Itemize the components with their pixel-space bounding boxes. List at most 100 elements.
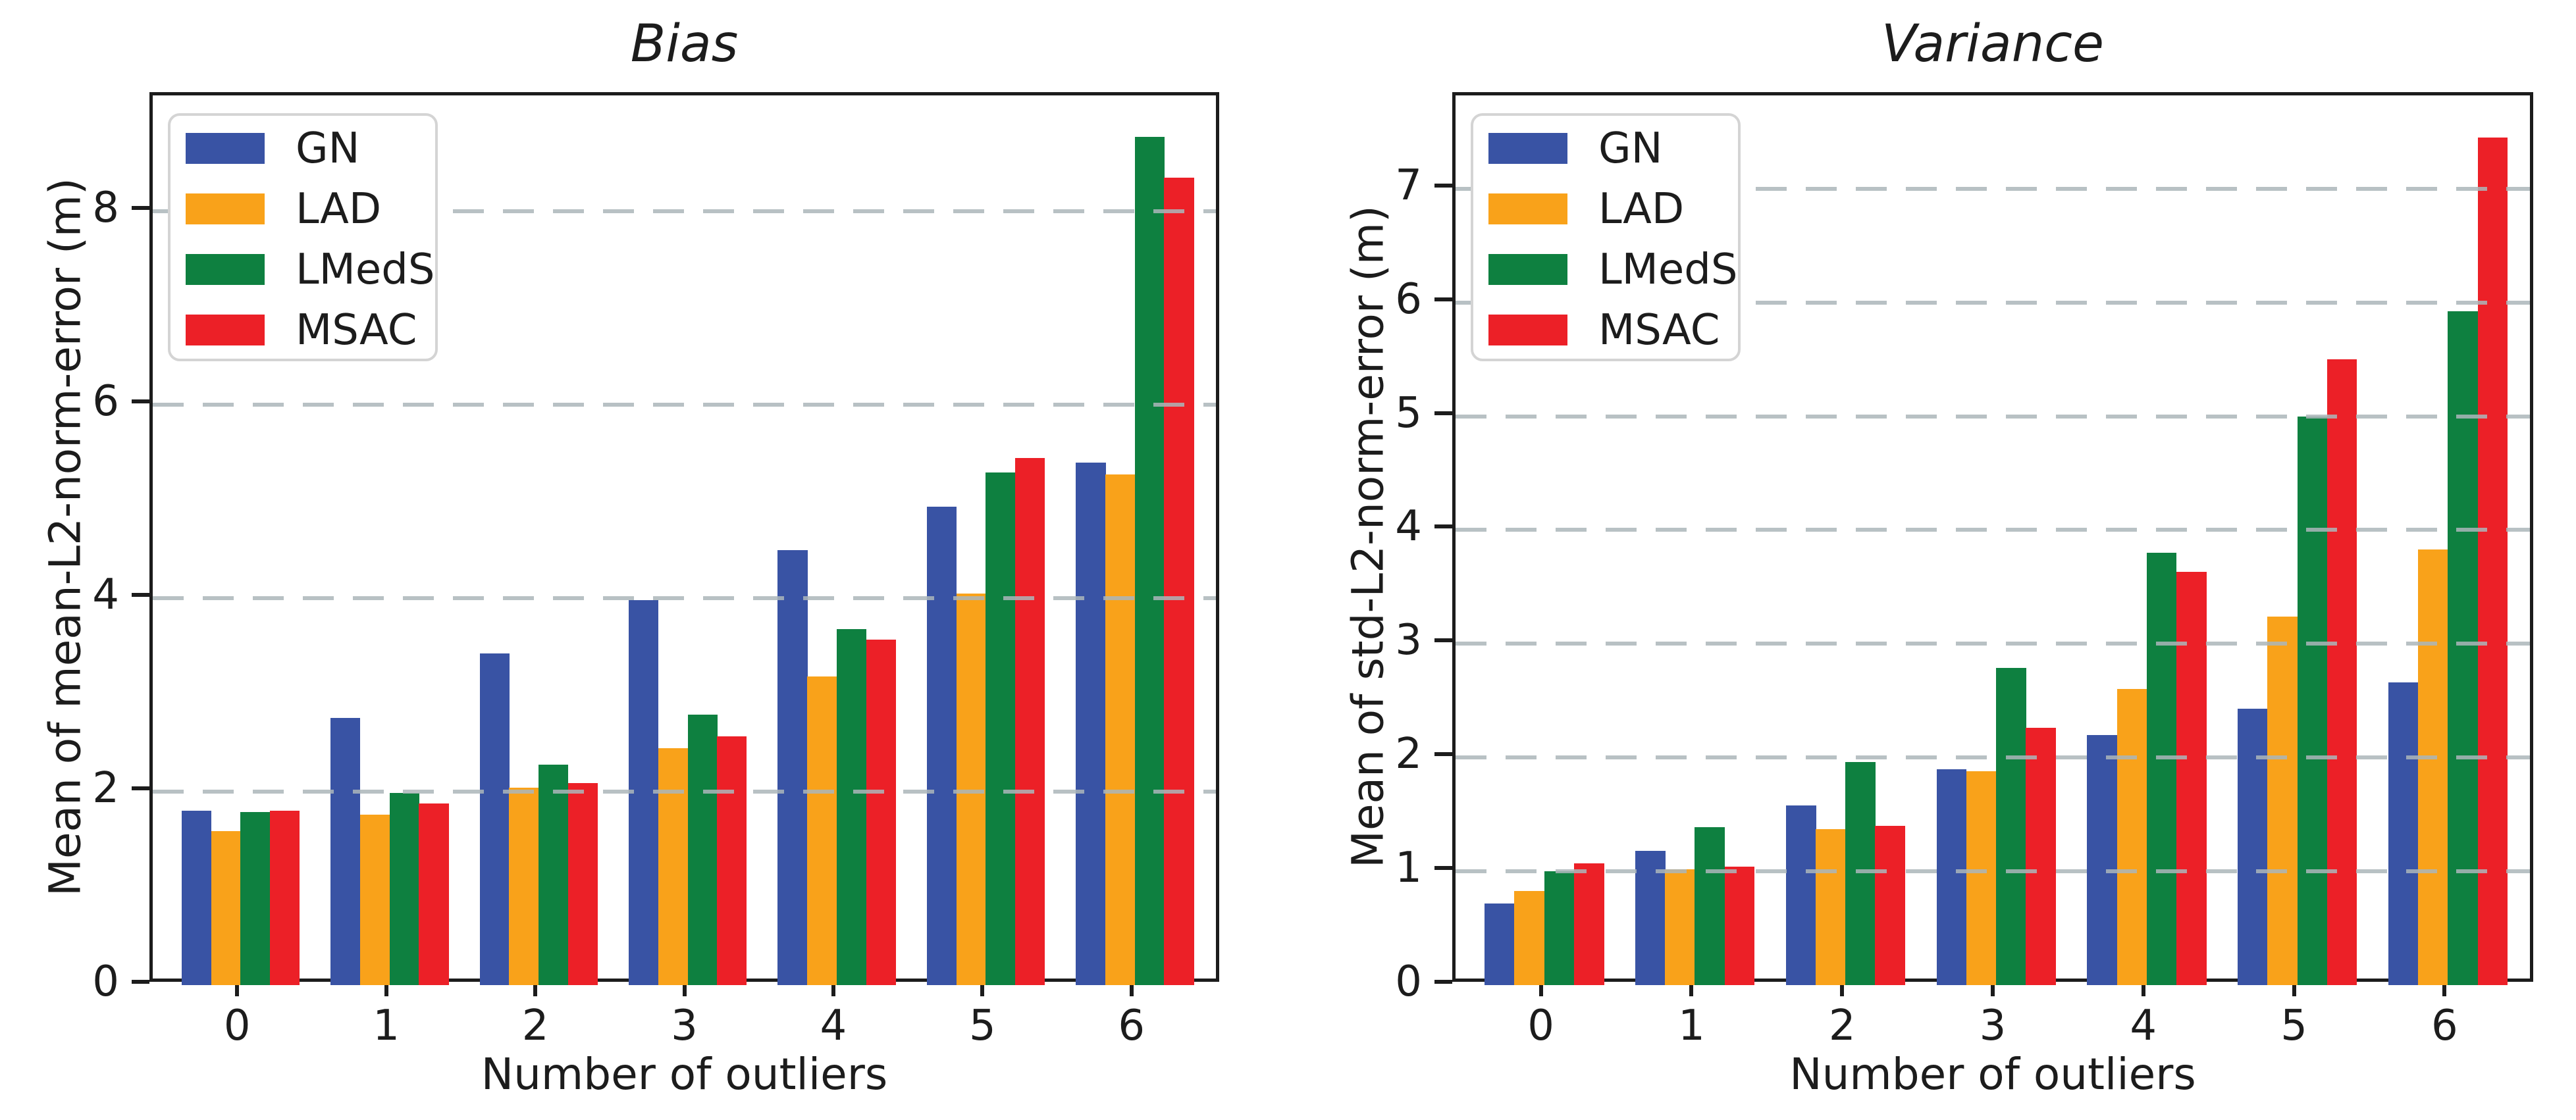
legend-item-lad: LAD (186, 188, 435, 230)
gridline (1456, 300, 2530, 305)
gridline (153, 790, 1216, 794)
y-tick-label: 2 (1395, 730, 1422, 779)
x-tick-mark (682, 982, 687, 996)
gn-bar-x3 (1936, 769, 1967, 985)
gn-bar-x5 (926, 506, 957, 985)
lad-swatch-icon (186, 193, 265, 224)
x-tick-mark (1129, 982, 1134, 996)
gn-bar-x0 (1485, 903, 1515, 985)
y-tick-mark (1434, 297, 1452, 301)
gn-swatch-icon (1488, 133, 1567, 164)
y-tick-mark (1434, 752, 1452, 757)
x-tick-mark (831, 982, 835, 996)
x-tick-mark (2141, 982, 2145, 996)
y-tick-label: 3 (1395, 616, 1422, 665)
lad-bar-x2 (1816, 829, 1846, 985)
gn-bar-x6 (2388, 682, 2419, 985)
lad-bar-x2 (509, 788, 539, 985)
msac-swatch-icon (186, 315, 265, 345)
legend-label: GN (1598, 124, 1663, 173)
gn-bar-x2 (1785, 805, 1816, 985)
y-tick-label: 6 (92, 377, 119, 426)
plot-title: Variance (1881, 14, 2104, 74)
lad-bar-x0 (1514, 890, 1545, 985)
lad-bar-x6 (1105, 474, 1136, 985)
msac-bar-x1 (1724, 867, 1755, 985)
x-tick-label: 5 (2280, 1002, 2307, 1050)
legend-box: GN LAD LMedS MSAC (168, 113, 438, 361)
lmeds-swatch-icon (186, 254, 265, 285)
x-tick-label: 5 (968, 1002, 996, 1050)
y-tick-mark (132, 399, 149, 404)
msac-swatch-icon (1488, 315, 1567, 345)
x-tick-mark (980, 982, 985, 996)
x-axis-label: Number of outliers (1789, 1049, 2196, 1100)
y-tick-mark (1434, 183, 1452, 188)
legend-label: LAD (1598, 184, 1685, 234)
gridline (1456, 186, 2530, 191)
gridline (1456, 755, 2530, 760)
gridline (153, 209, 1216, 214)
x-tick-label: 3 (671, 1002, 698, 1050)
lad-bar-x5 (956, 593, 986, 985)
x-tick-mark (1991, 982, 1995, 996)
lmeds-swatch-icon (1488, 254, 1567, 285)
y-tick-mark (132, 206, 149, 211)
x-tick-mark (1538, 982, 1543, 996)
legend-box: GN LAD LMedS MSAC (1471, 113, 1741, 361)
legend-item-gn: GN (186, 128, 435, 170)
msac-bar-x4 (2176, 572, 2207, 985)
lmeds-bar-x6 (1134, 137, 1165, 985)
x-tick-mark (2292, 982, 2296, 996)
y-tick-mark (132, 593, 149, 598)
y-tick-mark (132, 980, 149, 984)
lmeds-bar-x0 (1544, 871, 1575, 985)
msac-bar-x1 (419, 803, 449, 985)
variance-panel: Variance Mean of std-L2-norm-error (m) N… (1343, 14, 2533, 1100)
gn-bar-x4 (777, 549, 808, 985)
msac-bar-x5 (2326, 359, 2357, 985)
lmeds-bar-x0 (240, 811, 271, 985)
lmeds-bar-x6 (2448, 311, 2479, 985)
x-tick-label: 3 (1979, 1002, 2007, 1050)
legend-label: LMedS (296, 245, 435, 294)
y-tick-mark (1434, 524, 1452, 529)
lad-bar-x3 (1966, 771, 1997, 985)
y-tick-label: 4 (1395, 502, 1422, 551)
y-tick-mark (1434, 638, 1452, 643)
y-tick-label: 0 (92, 957, 119, 1006)
legend-item-lmeds: LMedS (186, 249, 435, 291)
lmeds-bar-x3 (1996, 667, 2026, 985)
lad-bar-x4 (807, 676, 837, 985)
x-tick-mark (1689, 982, 1694, 996)
lmeds-bar-x4 (836, 629, 867, 985)
lad-bar-x5 (2267, 616, 2298, 985)
x-tick-label: 2 (1828, 1002, 1856, 1050)
gridline (1456, 642, 2530, 646)
legend-item-lad: LAD (1488, 188, 1738, 230)
x-tick-mark (533, 982, 538, 996)
y-tick-label: 2 (92, 764, 119, 813)
y-tick-label: 4 (92, 571, 119, 620)
x-tick-label: 4 (820, 1002, 847, 1050)
legend-label: MSAC (296, 305, 417, 355)
legend-item-msac: MSAC (1488, 309, 1738, 351)
lmeds-bar-x2 (539, 764, 569, 985)
msac-bar-x3 (2026, 728, 2056, 985)
legend-label: GN (296, 124, 360, 173)
gridline (153, 403, 1216, 407)
lad-bar-x0 (211, 831, 241, 985)
gn-bar-x6 (1076, 463, 1106, 985)
x-tick-mark (1840, 982, 1845, 996)
lad-swatch-icon (1488, 193, 1567, 224)
y-tick-mark (1434, 411, 1452, 415)
x-tick-mark (384, 982, 388, 996)
msac-bar-x6 (2477, 137, 2508, 985)
x-tick-label: 2 (521, 1002, 549, 1050)
y-tick-mark (1434, 980, 1452, 984)
legend-label: LMedS (1598, 245, 1738, 294)
x-tick-label: 0 (223, 1002, 251, 1050)
lad-bar-x4 (2116, 689, 2147, 985)
legend-label: MSAC (1598, 305, 1720, 355)
y-tick-label: 5 (1395, 388, 1422, 438)
